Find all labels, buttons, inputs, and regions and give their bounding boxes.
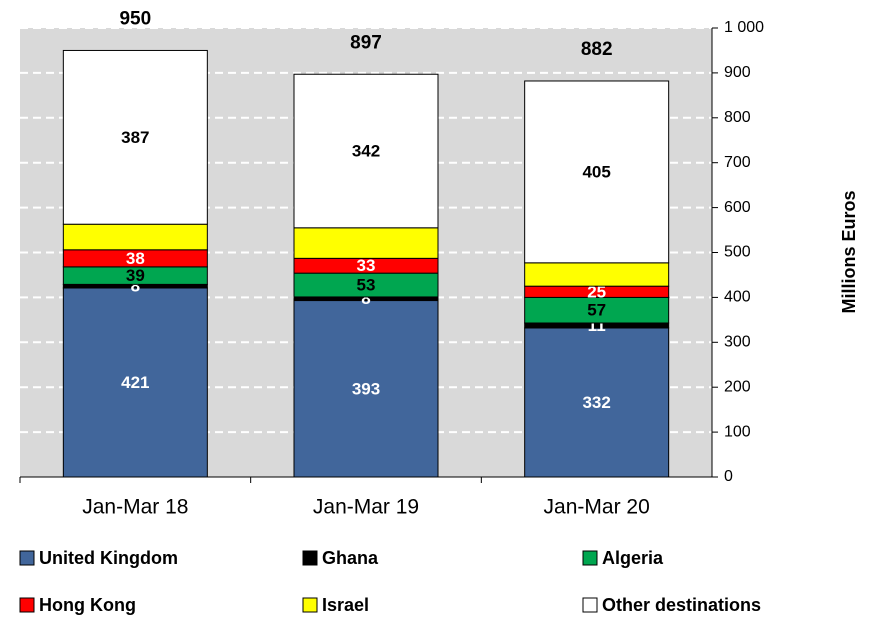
y-tick-label: 800 <box>724 109 751 126</box>
bar-segment <box>62 223 208 251</box>
y-tick-label: 1 000 <box>724 19 764 36</box>
y-tick-label: 600 <box>724 199 751 216</box>
y-tick-label: 700 <box>724 154 751 171</box>
data-label: 57 <box>587 301 606 320</box>
data-label: 405 <box>582 162 610 181</box>
data-label: 332 <box>582 393 610 412</box>
bar-segment <box>293 227 439 259</box>
bar-segment <box>524 327 670 478</box>
data-label: 393 <box>352 379 380 398</box>
bar-segment <box>62 49 208 225</box>
bar-segment <box>524 262 670 287</box>
total-label: 950 <box>119 8 151 29</box>
data-label: 38 <box>126 249 145 268</box>
bar-segment <box>524 80 670 264</box>
x-tick-label: Jan-Mar 18 <box>82 496 188 519</box>
y-axis-label: Millions Euros <box>839 190 859 313</box>
total-label: 882 <box>581 39 613 60</box>
data-label: 387 <box>121 128 149 147</box>
legend-label: United Kingdom <box>39 548 178 568</box>
data-label: 25 <box>587 282 606 301</box>
y-tick-label: 300 <box>724 334 751 351</box>
y-tick-label: 200 <box>724 378 751 395</box>
data-label: 33 <box>357 256 376 275</box>
legend-label: Israel <box>322 595 369 615</box>
y-tick-label: 900 <box>724 64 751 81</box>
data-label: 53 <box>357 276 376 295</box>
bar-segment <box>524 296 670 324</box>
x-tick-label: Jan-Mar 19 <box>313 496 419 519</box>
legend-swatch <box>302 597 318 613</box>
data-label: 342 <box>352 142 380 161</box>
bar-segment <box>62 287 208 478</box>
data-label: 421 <box>121 373 149 392</box>
x-tick-label: Jan-Mar 20 <box>544 496 650 519</box>
data-label: 8 <box>131 277 140 296</box>
legend-swatch <box>19 550 35 566</box>
legend-swatch <box>582 550 598 566</box>
legend-swatch <box>19 597 35 613</box>
bar-segment <box>293 300 439 478</box>
bar-segment <box>293 73 439 229</box>
y-tick-label: 0 <box>724 468 733 485</box>
data-label: 8 <box>361 289 370 308</box>
legend-label: Other destinations <box>602 595 761 615</box>
legend-label: Ghana <box>322 548 379 568</box>
legend-label: Hong Kong <box>39 595 136 615</box>
data-label: 39 <box>126 266 145 285</box>
legend-label: Algeria <box>602 548 664 568</box>
legend-swatch <box>582 597 598 613</box>
y-tick-label: 500 <box>724 244 751 261</box>
y-tick-label: 100 <box>724 423 751 440</box>
y-tick-label: 400 <box>724 289 751 306</box>
total-label: 897 <box>350 32 382 53</box>
legend-swatch <box>302 550 318 566</box>
